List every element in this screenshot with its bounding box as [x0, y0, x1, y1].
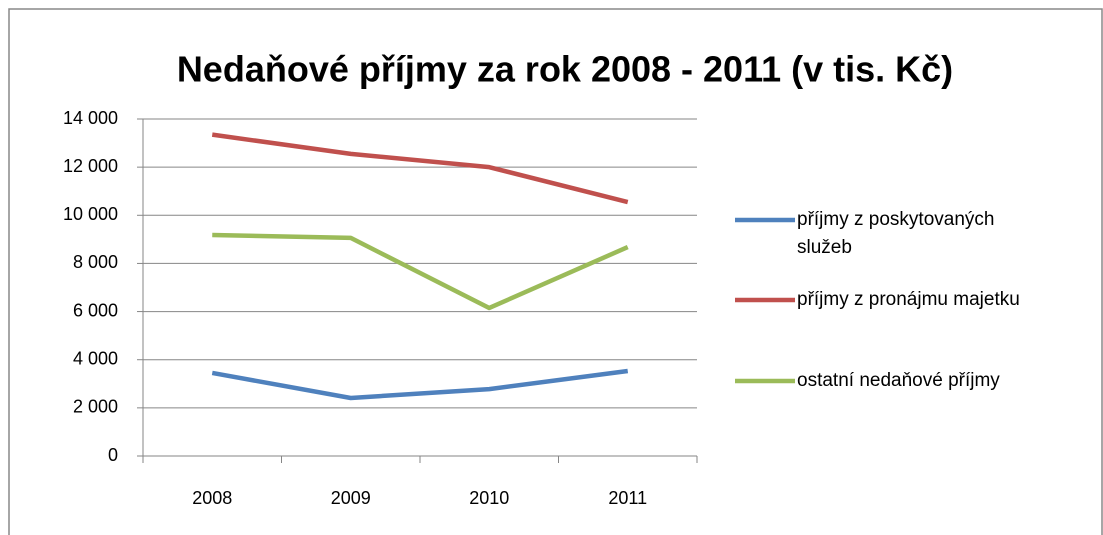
series-line — [212, 232, 629, 311]
legend-label: příjmy z pronájmu majetku — [797, 289, 1020, 310]
y-tick-label: 4 000 — [73, 348, 118, 368]
series-line — [211, 368, 629, 401]
legend-label: příjmy z poskytovaných služeb — [797, 209, 995, 258]
y-tick-label: 0 — [108, 445, 118, 465]
x-tick-label: 2010 — [469, 488, 509, 508]
y-tick-label: 6 000 — [73, 300, 118, 320]
x-tick-label: 2011 — [608, 488, 647, 508]
chart-title: Nedaňové příjmy za rok 2008 - 2011 (v ti… — [177, 49, 953, 90]
series-line — [211, 132, 629, 205]
legend-label: ostatní nedaňové příjmy — [797, 370, 1000, 391]
y-tick-label: 10 000 — [63, 204, 118, 224]
y-tick-label: 14 000 — [63, 108, 118, 128]
y-tick-label: 12 000 — [63, 156, 118, 176]
y-tick-label: 8 000 — [73, 252, 118, 272]
chart-frame — [8, 8, 1103, 535]
y-tick-label: 2 000 — [73, 397, 118, 417]
x-tick-label: 2008 — [192, 488, 232, 508]
x-tick-label: 2009 — [331, 488, 371, 508]
